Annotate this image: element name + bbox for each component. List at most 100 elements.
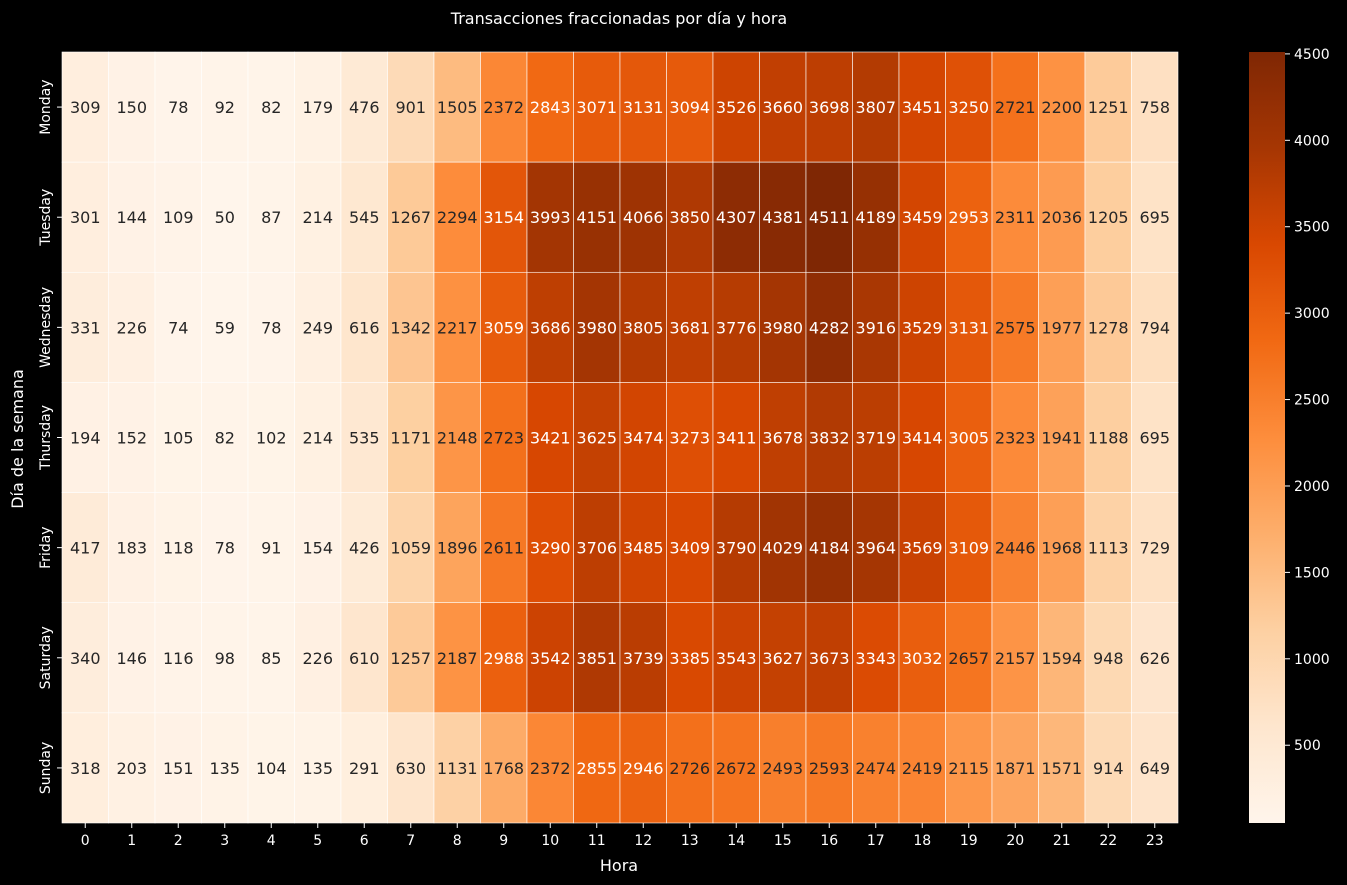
colorbar-tick-label: 500 — [1294, 738, 1321, 754]
cell-value-label: 2419 — [902, 759, 943, 778]
cell-value-label: 4511 — [809, 208, 850, 227]
x-tick-label: 21 — [1053, 833, 1071, 849]
x-tick-label: 11 — [588, 833, 606, 849]
cell-value-label: 3993 — [530, 208, 571, 227]
heatmap-cell — [759, 51, 807, 163]
heatmap-cell — [154, 271, 202, 383]
x-tick-label: 15 — [774, 833, 792, 849]
cell-value-label: 59 — [215, 318, 235, 337]
heatmap-cell — [61, 712, 109, 824]
heatmap-cell — [1131, 492, 1179, 604]
heatmap-cell — [1084, 271, 1132, 383]
cell-value-label: 729 — [1139, 539, 1170, 558]
cell-value-label: 3660 — [762, 98, 803, 117]
heatmap-cell — [898, 271, 946, 383]
y-tick-label: Wednesday — [38, 287, 54, 368]
cell-value-label: 2493 — [762, 759, 803, 778]
cell-value-label: 1188 — [1088, 429, 1129, 448]
cell-value-label: 3686 — [530, 318, 571, 337]
heatmap-cell — [247, 271, 295, 383]
x-tick-label: 3 — [220, 833, 229, 849]
heatmap-cell — [666, 602, 714, 714]
heatmap-cell — [480, 602, 528, 714]
cell-value-label: 1896 — [437, 539, 478, 558]
heatmap-cell — [294, 492, 342, 604]
x-tick-label: 16 — [820, 833, 838, 849]
heatmap-cell — [61, 382, 109, 493]
y-axis-ticks: Monday Tuesday Wednesday Thursday Friday Satu… — [38, 79, 62, 794]
cell-value-label: 194 — [70, 429, 101, 448]
cell-value-label: 2575 — [995, 318, 1036, 337]
colorbar-tick-label: 2500 — [1294, 393, 1330, 409]
cell-value-label: 426 — [349, 539, 380, 558]
cell-value-label: 2593 — [809, 759, 850, 778]
heatmap-cell — [201, 161, 249, 273]
heatmap-cell — [433, 492, 481, 604]
colorbar-tick-label: 1500 — [1294, 565, 1330, 581]
cell-value-label: 3851 — [576, 649, 617, 668]
cell-value-label: 630 — [395, 759, 426, 778]
cell-value-label: 2372 — [530, 759, 571, 778]
heatmap-cell — [1131, 382, 1179, 493]
cell-value-label: 150 — [116, 98, 147, 117]
cell-value-label: 3719 — [855, 429, 896, 448]
heatmap-cell — [480, 492, 528, 604]
cell-value-label: 1941 — [1041, 429, 1082, 448]
heatmap-cell — [1131, 712, 1179, 824]
cell-value-label: 3474 — [623, 429, 664, 448]
cell-value-label: 1571 — [1041, 759, 1082, 778]
heatmap-cell — [387, 51, 435, 163]
cell-value-label: 794 — [1139, 318, 1170, 337]
heatmap-cell — [1084, 161, 1132, 273]
heatmap-cell — [294, 602, 342, 714]
heatmap-cell — [1038, 51, 1086, 163]
heatmap-cell — [852, 712, 900, 824]
cell-value-label: 3273 — [669, 429, 710, 448]
x-tick-label: 17 — [867, 833, 885, 849]
cell-value-label: 3980 — [762, 318, 803, 337]
cell-value-label: 1205 — [1088, 208, 1129, 227]
heatmap-cell — [294, 271, 342, 383]
x-tick-label: 7 — [406, 833, 415, 849]
cell-value-label: 3569 — [902, 539, 943, 558]
cell-value-label: 82 — [215, 429, 235, 448]
cell-value-label: 4184 — [809, 539, 850, 558]
cell-value-label: 214 — [302, 208, 333, 227]
x-tick-label: 6 — [360, 833, 369, 849]
heatmap-cell — [666, 382, 714, 493]
heatmap-cell — [666, 271, 714, 383]
colorbar-tick-label: 3000 — [1294, 306, 1330, 322]
cell-value-label: 78 — [215, 539, 235, 558]
cell-value-label: 2115 — [948, 759, 989, 778]
heatmap-cell — [805, 712, 853, 824]
colorbar-tick-label: 3500 — [1294, 220, 1330, 236]
x-tick-label: 10 — [541, 833, 559, 849]
heatmap-cell — [898, 712, 946, 824]
heatmap-cell — [712, 602, 760, 714]
heatmap-cell — [526, 712, 574, 824]
cell-value-label: 2988 — [483, 649, 524, 668]
cell-value-label: 105 — [163, 429, 194, 448]
cell-value-label: 116 — [163, 649, 194, 668]
cell-value-label: 2474 — [855, 759, 896, 778]
cell-value-label: 1342 — [390, 318, 431, 337]
y-tick-label: Saturday — [38, 626, 54, 689]
cell-value-label: 2953 — [948, 208, 989, 227]
cell-value-label: 2036 — [1041, 208, 1082, 227]
heatmap-cell — [1084, 51, 1132, 163]
x-tick-label: 18 — [913, 833, 931, 849]
x-tick-label: 13 — [681, 833, 699, 849]
heatmap-cell — [666, 51, 714, 163]
cell-value-label: 3850 — [669, 208, 710, 227]
heatmap-cell — [573, 602, 621, 714]
cell-value-label: 92 — [215, 98, 235, 117]
cell-value-label: 3071 — [576, 98, 617, 117]
cell-value-label: 2200 — [1041, 98, 1082, 117]
cell-value-label: 74 — [168, 318, 188, 337]
heatmap-cell — [201, 602, 249, 714]
heatmap-cell — [619, 382, 667, 493]
heatmap-cell — [805, 382, 853, 493]
cell-value-label: 1171 — [390, 429, 431, 448]
cell-value-label: 1257 — [390, 649, 431, 668]
cell-value-label: 3625 — [576, 429, 617, 448]
